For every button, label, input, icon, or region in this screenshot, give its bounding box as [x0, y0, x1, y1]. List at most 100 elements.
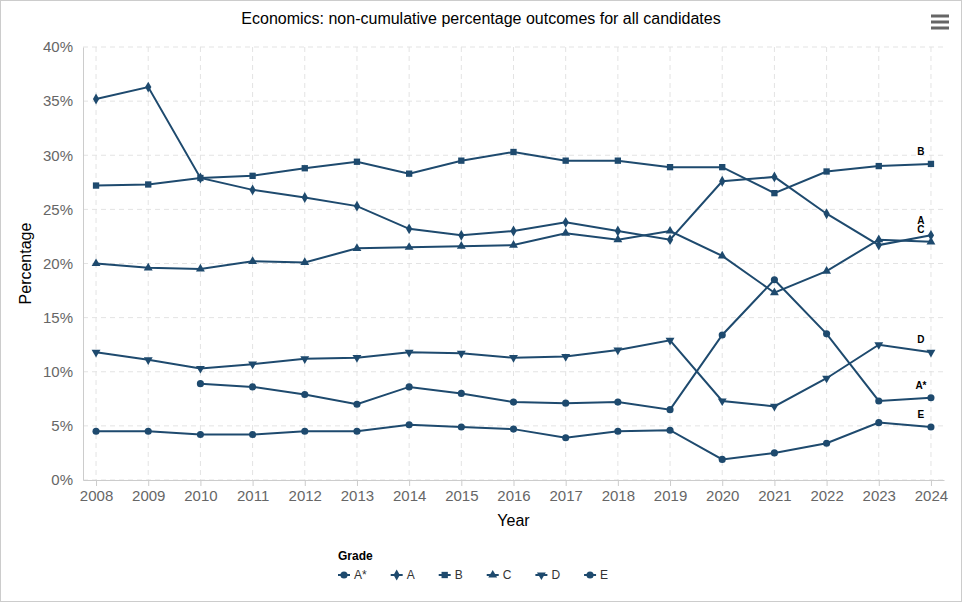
- series-marker: [718, 251, 727, 259]
- y-tick-label: 40%: [43, 38, 73, 55]
- legend-marker: [394, 570, 400, 581]
- series-marker: [928, 161, 934, 167]
- series-marker: [563, 158, 569, 164]
- series-marker: [458, 423, 465, 430]
- series-marker: [613, 235, 622, 243]
- legend-item[interactable]: A: [391, 568, 415, 582]
- x-tick-mark: [200, 480, 201, 486]
- series-line: [96, 340, 931, 406]
- series-line: [96, 87, 931, 245]
- series-marker: [197, 173, 203, 184]
- legend-item[interactable]: B: [439, 568, 463, 582]
- series-marker: [300, 257, 309, 265]
- legend-item[interactable]: A*: [338, 568, 367, 582]
- x-tick: 2020: [706, 480, 739, 504]
- series-marker: [823, 208, 829, 219]
- grid-line: [409, 47, 410, 480]
- x-tick: 2024: [915, 480, 948, 504]
- series-marker: [249, 173, 255, 179]
- series-marker: [719, 164, 725, 170]
- series-marker: [249, 431, 256, 438]
- grid-line: [930, 47, 931, 480]
- x-tick-label: 2015: [445, 487, 478, 504]
- series-marker: [458, 390, 465, 397]
- series-marker: [561, 228, 570, 236]
- legend-item[interactable]: E: [584, 568, 608, 582]
- series-marker: [302, 165, 308, 171]
- y-axis: 0%5%10%15%20%25%30%35%40%: [43, 38, 84, 488]
- series-marker: [613, 348, 622, 356]
- series-marker: [719, 456, 726, 463]
- grid-line: [774, 47, 775, 480]
- series-marker: [510, 426, 517, 433]
- series-end-label: B: [917, 146, 924, 157]
- series-marker: [875, 397, 882, 404]
- legend-label: E: [600, 568, 608, 582]
- series-marker: [301, 391, 308, 398]
- grid-line: [670, 47, 671, 480]
- legend-label: A: [407, 568, 415, 582]
- x-tick-label: 2023: [863, 487, 896, 504]
- x-tick-label: 2024: [915, 487, 948, 504]
- legend-marker: [340, 571, 347, 578]
- title: Economics: non-cumulative percentage out…: [241, 10, 720, 27]
- x-tick-label: 2016: [497, 487, 530, 504]
- series-marker: [666, 406, 673, 413]
- series-marker: [875, 419, 882, 426]
- series-marker: [719, 176, 725, 187]
- series-marker: [406, 383, 413, 390]
- series-marker: [457, 351, 466, 359]
- legend-title: Grade: [338, 549, 373, 563]
- series-marker: [614, 398, 621, 405]
- series-end-label: A: [917, 215, 924, 226]
- series-marker: [406, 421, 413, 428]
- x-tick-mark: [931, 480, 932, 486]
- series-marker: [353, 243, 362, 251]
- series-marker: [144, 263, 153, 271]
- x-tick-mark: [566, 480, 567, 486]
- series-marker: [666, 338, 675, 346]
- y-tick-label: 5%: [51, 417, 73, 434]
- x-axis-title: Year: [497, 512, 530, 529]
- x-tick-label: 2018: [602, 487, 635, 504]
- series-marker: [510, 226, 516, 237]
- y-tick: 15%: [43, 309, 83, 326]
- series-marker: [719, 331, 726, 338]
- x-tick: 2012: [289, 480, 322, 504]
- menu-bar[interactable]: [931, 15, 949, 18]
- y-tick-label: 30%: [43, 147, 73, 164]
- grid-line: [722, 47, 723, 480]
- x-tick: 2022: [810, 480, 843, 504]
- grid-line: [513, 47, 514, 480]
- x-tick-mark: [774, 480, 775, 486]
- menu-bar[interactable]: [931, 27, 949, 30]
- series-marker: [561, 354, 570, 362]
- series-marker: [666, 226, 675, 234]
- series-marker: [823, 440, 830, 447]
- menu-bar[interactable]: [931, 21, 949, 24]
- x-tick-mark: [670, 480, 671, 486]
- x-tick-mark: [148, 480, 149, 486]
- series-marker: [510, 398, 517, 405]
- grid-line: [826, 47, 827, 480]
- series-marker: [145, 428, 152, 435]
- x-tick: 2014: [393, 480, 426, 504]
- series-marker: [874, 342, 883, 350]
- series-marker: [93, 94, 99, 105]
- y-tick-label: 0%: [51, 471, 73, 488]
- legend-marker: [537, 572, 546, 580]
- menu-icon[interactable]: [931, 15, 949, 30]
- legend-label: D: [551, 568, 560, 582]
- legend: Grade A* A B C D E: [338, 549, 608, 582]
- x-tick: 2011: [237, 480, 269, 504]
- series-marker: [92, 428, 99, 435]
- legend-item[interactable]: C: [487, 568, 512, 582]
- series-marker: [822, 266, 831, 274]
- legend-item[interactable]: D: [535, 568, 560, 582]
- series-marker: [667, 234, 673, 245]
- series-marker: [615, 158, 621, 164]
- grid-line: [565, 47, 566, 480]
- x-tick-mark: [357, 480, 358, 486]
- grid-line: [200, 47, 201, 480]
- x-tick-label: 2022: [810, 487, 843, 504]
